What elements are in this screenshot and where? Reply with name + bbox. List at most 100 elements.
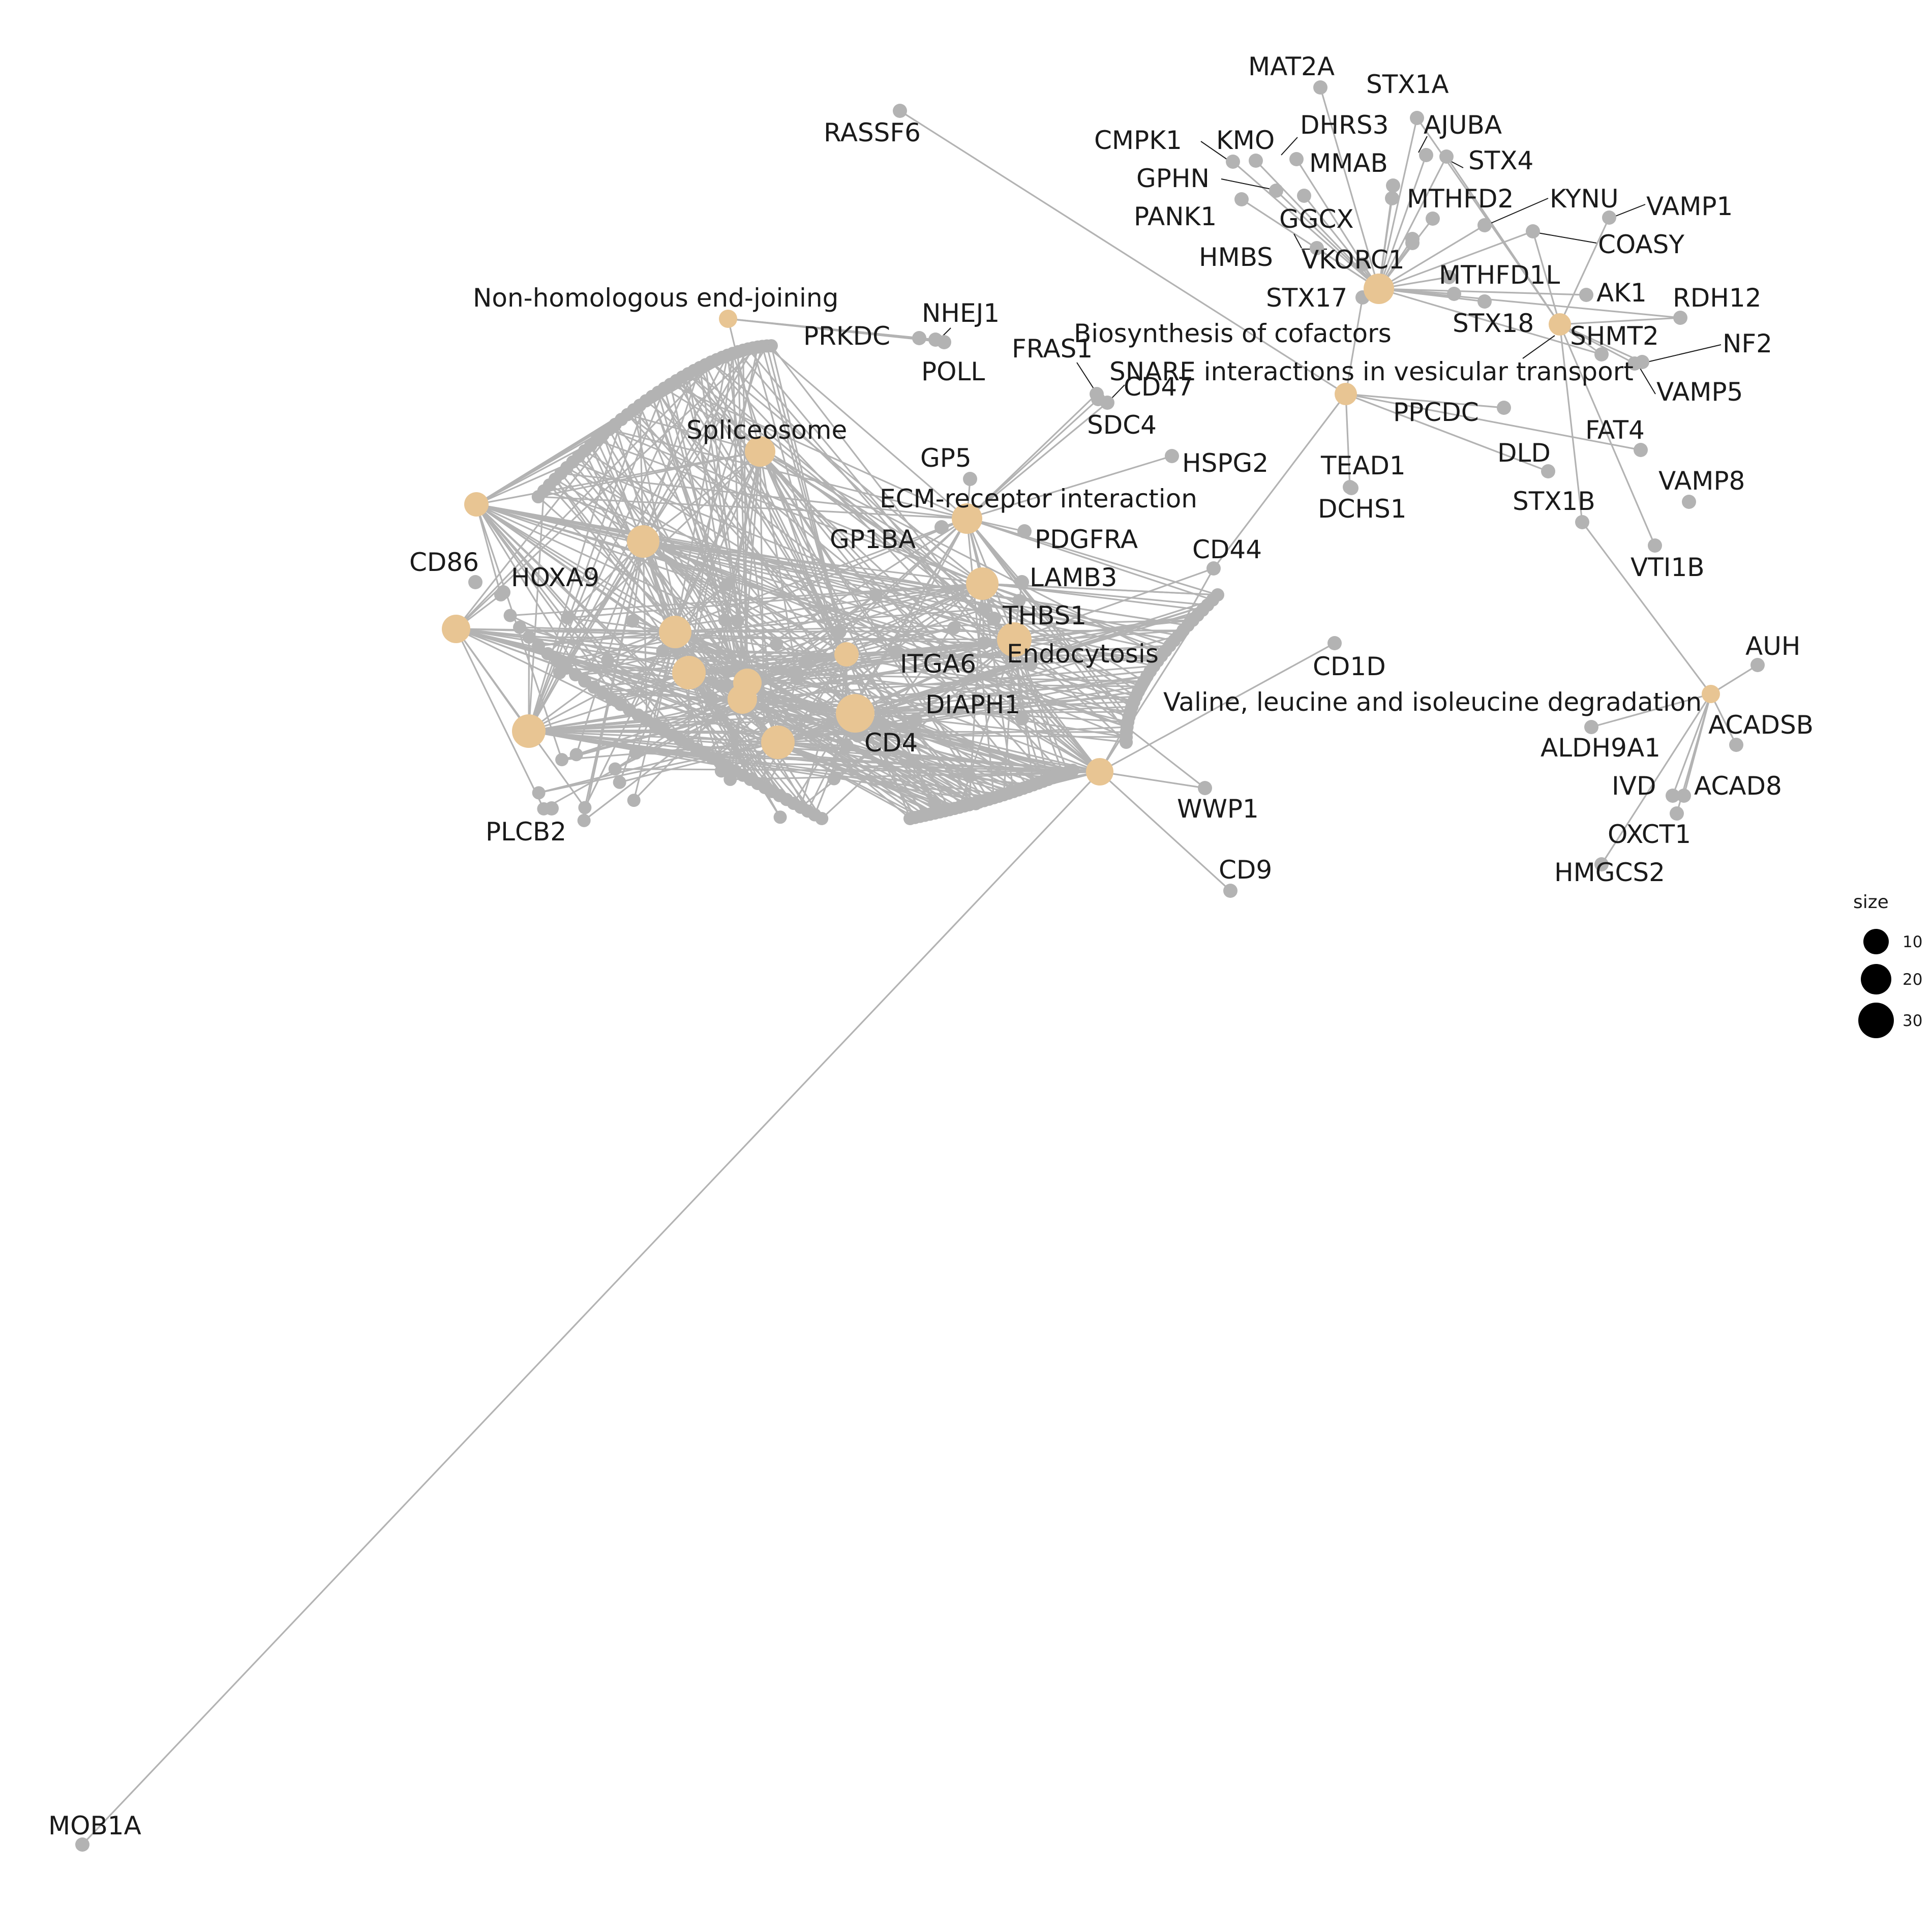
edge-cluster-140-0: [643, 540, 1129, 718]
edge-endo-wwp1: [1014, 639, 1205, 789]
gene-label-stx1b: STX1B: [1513, 487, 1595, 516]
gene-label-vti1b: VTI1B: [1631, 553, 1705, 582]
edge-cluster-187-0: [476, 503, 1019, 601]
gene-label-itga6: ITGA6: [900, 649, 976, 679]
cluster-gene-node: [561, 611, 575, 625]
edge-cluster-43-1: [510, 583, 983, 617]
edge-cluster-170-1: [742, 594, 877, 700]
edge-cof-mat2a: [1319, 87, 1380, 289]
cluster-gene-node: [656, 644, 670, 658]
edge-cof-gphn: [1275, 190, 1380, 290]
cluster-gene-node: [541, 647, 555, 660]
gene-node-mthfd1l: [1447, 287, 1461, 301]
edge-cluster-152-1: [476, 503, 726, 621]
gene-node-stx4: [1439, 149, 1454, 164]
gene-node-cmpk1: [1226, 155, 1240, 169]
gene-label-wwp1: WWP1: [1177, 794, 1259, 824]
leader-7: [1537, 232, 1597, 244]
gene-node-ajuba: [1419, 148, 1433, 162]
gene-label-hspg2: HSPG2: [1182, 448, 1269, 478]
category-node-ecm: [952, 503, 982, 534]
leader-12: [1522, 335, 1555, 359]
edge-cluster-57-2: [475, 504, 639, 716]
edge-cof-mmab: [1303, 195, 1380, 290]
cluster-gene-node: [1024, 658, 1038, 672]
edge-cof-cmpk1: [1232, 161, 1380, 290]
edge-cluster-182-0: [455, 628, 545, 809]
gene-node-coasy: [1526, 224, 1540, 238]
category-node-h13: [1549, 313, 1571, 336]
gene-node-cd9: [1223, 884, 1237, 898]
edge-cluster-128-0: [760, 450, 1162, 657]
gene-node-hmbs: [1310, 241, 1324, 255]
cluster-gene-node: [627, 794, 641, 807]
edge-cluster-161-2: [566, 540, 644, 619]
edge-cluster-77-0: [688, 672, 795, 804]
gene-node-diaph1: [1015, 711, 1029, 726]
edge-cluster-161-0: [567, 583, 983, 619]
edge-cluster-134-2: [747, 682, 1141, 687]
edge-cof-shmt2: [1378, 288, 1602, 355]
edge-cluster-141-0: [966, 518, 1129, 722]
edge-cof-stx4: [1378, 156, 1447, 289]
cluster-gene-node: [798, 655, 811, 669]
edge-cluster-40-0: [528, 491, 545, 732]
cluster-gene-node: [626, 614, 640, 628]
category-node-h10: [512, 714, 546, 748]
edge-cluster-119-1: [1099, 610, 1203, 772]
edge-cluster-145-1: [1013, 639, 1127, 743]
gene-label-plcb2: PLCB2: [486, 817, 566, 847]
cluster-gene-node: [962, 770, 976, 783]
category-node-snare: [1335, 383, 1357, 405]
edge-val-hmgcs2: [1601, 693, 1712, 865]
edge-cluster-136-2: [760, 450, 1137, 698]
leader-16: [1638, 365, 1656, 395]
edge-val-aldh9a1: [1591, 693, 1711, 728]
edge-hub-link-9: [528, 730, 778, 743]
edge-cluster-186-2: [846, 627, 954, 655]
category-node-h5: [672, 656, 706, 689]
edge-cluster-51-0: [475, 504, 586, 682]
edge-cluster-143-1: [528, 730, 1127, 733]
edge-hub-link-17: [855, 712, 1100, 773]
gene-node-ppcdc: [1497, 401, 1511, 415]
gene-node-gphn: [1269, 184, 1283, 198]
edge-cluster-25-0: [633, 409, 848, 655]
cluster-gene-node: [770, 638, 783, 651]
edge-cluster-161-1: [567, 617, 676, 633]
gene-label-rdh12: RDH12: [1673, 283, 1761, 313]
edge-cluster-158-1: [737, 451, 761, 621]
edge-cluster-137-2: [855, 701, 1134, 714]
edge-cluster-23-1: [528, 400, 647, 732]
edge-cof-rdh12: [1378, 288, 1681, 319]
gene-node-plcb2: [545, 801, 559, 816]
gene-label-auh: AUH: [1745, 631, 1800, 661]
gene-node-thbs1: [987, 612, 1001, 626]
gene-label-hmbs: HMBS: [1199, 243, 1273, 272]
edge-cluster-181-2: [759, 451, 797, 672]
edge-snare-dld: [1345, 393, 1549, 472]
gene-label-pank1: PANK1: [1134, 202, 1217, 231]
gene-label-vkorc1: VKORC1: [1302, 245, 1405, 275]
edge-h13-coasy: [1532, 231, 1561, 325]
legend-title: size: [1853, 892, 1889, 913]
gene-label-ggcx: GGCX: [1279, 204, 1354, 234]
gene-node-ak1: [1579, 288, 1593, 302]
gene-node-kmo: [1249, 154, 1263, 168]
cluster-gene-node: [513, 620, 527, 634]
gene-label-fat4: FAT4: [1585, 415, 1645, 445]
cluster-gene-node: [550, 654, 564, 668]
gene-label-mthfd2: MTHFD2: [1407, 184, 1514, 214]
cluster-gene-node: [532, 786, 546, 800]
edge-val-auh: [1710, 664, 1758, 695]
edge-ecm-hspg2: [967, 455, 1172, 520]
gene-node-acadsb: [1729, 738, 1743, 752]
category-node-h4: [659, 616, 691, 648]
gene-label-cd86: CD86: [409, 548, 479, 577]
category-label-ecm: ECM-receptor interaction: [880, 484, 1197, 514]
edge-cluster-131-1: [528, 670, 1151, 732]
gene-label-prkdc: PRKDC: [803, 321, 890, 351]
edge-cluster-133-1: [528, 680, 1144, 732]
cluster-gene-node: [522, 630, 536, 644]
gene-node-mthfd2: [1426, 212, 1440, 226]
